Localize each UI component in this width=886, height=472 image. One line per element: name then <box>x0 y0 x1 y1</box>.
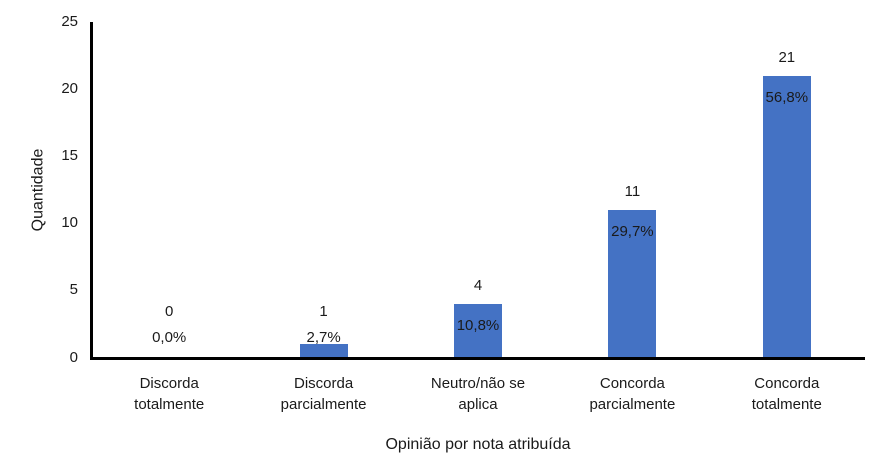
x-axis-title: Opinião por nota atribuída <box>385 436 571 453</box>
bar-percent-label: 29,7% <box>611 222 654 240</box>
y-axis-line <box>90 22 93 360</box>
y-tick-label: 0 <box>69 348 78 366</box>
bar <box>762 75 811 358</box>
bar <box>454 303 502 358</box>
category-label: Concorda totalmente <box>751 374 822 413</box>
y-tick-label: 20 <box>61 80 78 98</box>
bar-value-label: 0 <box>165 303 174 320</box>
bar-value-label: 21 <box>778 48 796 66</box>
bar-value-label: 1 <box>319 303 328 320</box>
bar <box>608 209 657 358</box>
y-tick-label: 15 <box>61 147 78 165</box>
category-label: Discorda totalmente <box>134 374 205 413</box>
bar-value-label: 11 <box>624 182 641 200</box>
category-label: Concorda parcialmente <box>589 374 676 413</box>
y-tick-label: 5 <box>69 281 78 299</box>
bar-value-label: 4 <box>473 276 483 294</box>
x-axis-line <box>90 357 865 360</box>
y-tick-label: 10 <box>61 214 78 232</box>
bar-percent-label: 2,7% <box>306 329 341 346</box>
bar-percent-label: 10,8% <box>456 316 500 334</box>
category-label: Neutro/não se aplica <box>430 374 526 413</box>
category-label: Discorda parcialmente <box>280 374 367 413</box>
bar-percent-label: 56,8% <box>765 88 809 106</box>
y-tick-label: 25 <box>61 13 78 30</box>
bar <box>299 344 348 358</box>
bar-percent-label: 0,0% <box>152 329 187 346</box>
